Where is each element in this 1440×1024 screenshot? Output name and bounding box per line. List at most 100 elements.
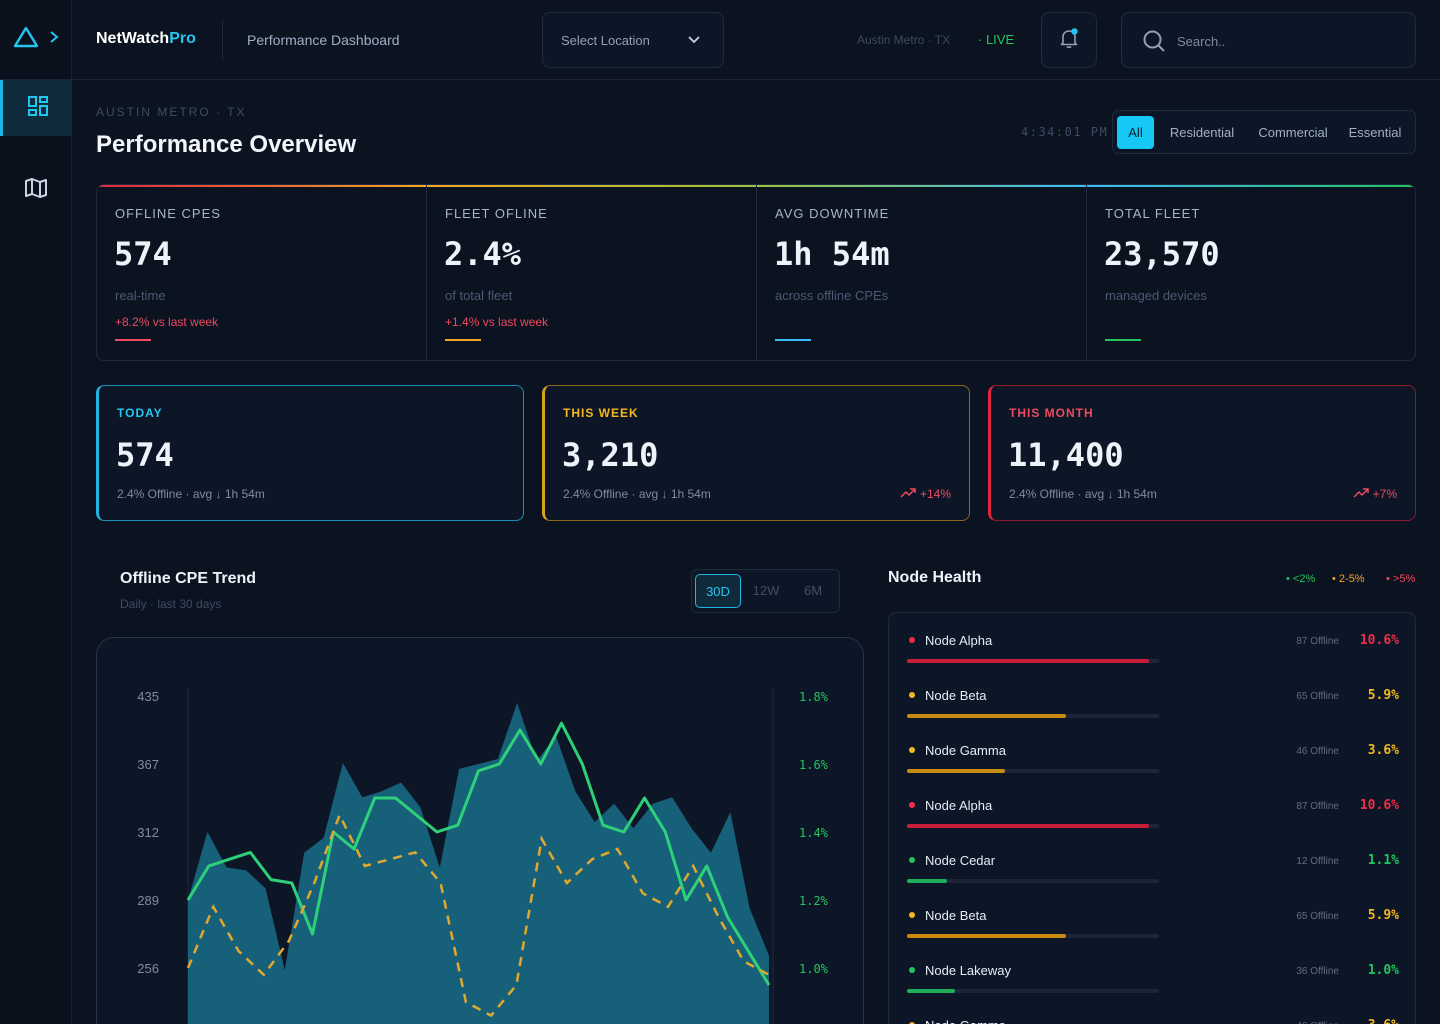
trend-chart-card: 435 367 312 289 256 1.8% 1.6% 1.4% 1.2% 1.0% — [96, 637, 864, 1024]
kpi-offline-cpes: OFFLINE CPES 574 real-time +8.2% vs last… — [97, 185, 427, 360]
status-dot — [909, 802, 915, 808]
trending-up-icon — [900, 487, 916, 501]
node-name: Node Beta — [925, 688, 987, 703]
y-left-tick: 289 — [137, 893, 159, 908]
status-dot — [909, 747, 915, 753]
search-input[interactable] — [1177, 31, 1397, 51]
period-card-today[interactable]: TODAY 574 2.4% Offline · avg ↓ 1h 54m — [96, 385, 524, 521]
period-label: THIS MONTH — [1009, 406, 1094, 420]
status-dot — [909, 912, 915, 918]
node-health-bar-fill — [907, 769, 1006, 773]
location-eyebrow: AUSTIN METRO · TX — [96, 105, 247, 119]
node-health-bar — [907, 824, 1159, 828]
clock: 4:34:01 PM — [1021, 125, 1109, 139]
expand-chevron-icon[interactable] — [49, 30, 59, 49]
offline-pct-line — [186, 721, 771, 986]
node-row[interactable]: Node Beta 65 Offline 5.9% — [889, 668, 1415, 723]
node-health-bar-fill — [907, 659, 1149, 663]
node-row[interactable]: Node Gamma 46 Offline 3.6% — [889, 998, 1415, 1024]
range-12w[interactable]: 12W — [752, 583, 780, 598]
map-icon — [24, 177, 48, 204]
period-value: 3,210 — [562, 436, 659, 474]
brand-name[interactable]: NetWatchPro — [96, 30, 196, 47]
bell-icon — [1058, 27, 1080, 54]
node-offline-pct: 5.9% — [1367, 688, 1399, 703]
node-row[interactable]: Node Beta 65 Offline 5.9% — [889, 888, 1415, 943]
kpi-fleet-offline: FLEET OFLINE 2.4% of total fleet +1.4% v… — [427, 185, 757, 360]
kpi-row: OFFLINE CPES 574 real-time +8.2% vs last… — [96, 184, 1416, 361]
search-box[interactable] — [1121, 12, 1416, 68]
node-health-bar — [907, 659, 1159, 663]
node-health-bar — [907, 879, 1159, 883]
y-left-tick: 435 — [137, 689, 159, 704]
kpi-value: 574 — [114, 235, 172, 273]
location-meta: Austin Metro · TX — [857, 33, 951, 47]
status-dot — [909, 692, 915, 698]
node-offline-pct: 1.0% — [1367, 963, 1399, 978]
period-sub: 2.4% Offline · avg ↓ 1h 54m — [563, 487, 711, 501]
node-row[interactable]: Node Alpha 87 Offline 10.6% — [889, 613, 1415, 668]
location-select-label: Select Location — [561, 33, 650, 48]
y-left-tick: 312 — [137, 825, 159, 840]
node-offline-count: 46 Offline — [1296, 746, 1339, 757]
node-health-bar-fill — [907, 714, 1066, 718]
period-card-week[interactable]: THIS WEEK 3,210 2.4% Offline · avg ↓ 1h … — [542, 385, 970, 521]
node-row[interactable]: Node Alpha 87 Offline 10.6% — [889, 778, 1415, 833]
nav-map[interactable] — [0, 162, 72, 218]
period-label: THIS WEEK — [563, 406, 639, 420]
y-right-tick: 1.2% — [799, 894, 829, 908]
node-name: Node Cedar — [925, 853, 996, 868]
node-name: Node Lakeway — [925, 963, 1011, 978]
node-offline-pct: 10.6% — [1359, 798, 1399, 813]
kpi-label: FLEET OFLINE — [445, 206, 548, 221]
kpi-accent-bar — [97, 185, 426, 187]
node-offline-count: 65 Offline — [1296, 911, 1339, 922]
node-offline-pct: 3.6% — [1368, 1018, 1399, 1024]
rail-logo-area — [0, 0, 71, 80]
node-offline-pct: 10.6% — [1359, 633, 1399, 648]
location-select[interactable]: Select Location — [542, 12, 724, 68]
kpi-value: 1h 54m — [774, 235, 890, 273]
range-6m[interactable]: 6M — [803, 583, 823, 598]
kpi-accent-bar — [1087, 185, 1415, 187]
chevron-down-icon — [687, 33, 701, 52]
kpi-underline — [115, 339, 151, 341]
legend-low: • <2% — [1286, 573, 1316, 585]
period-card-month[interactable]: THIS MONTH 11,400 2.4% Offline · avg ↓ 1… — [988, 385, 1416, 521]
trend-subtitle: Daily · last 30 days — [120, 597, 222, 611]
kpi-accent-bar — [757, 185, 1086, 187]
page-title: Performance Overview — [96, 131, 357, 158]
filter-essential[interactable]: Essential — [1348, 125, 1402, 140]
notifications-button[interactable] — [1041, 12, 1097, 68]
filter-all[interactable]: All — [1117, 116, 1154, 149]
node-health-list: Node Alpha 87 Offline 10.6% Node Beta 65 Off… — [888, 612, 1416, 1024]
filter-residential[interactable]: Residential — [1169, 125, 1235, 140]
node-row[interactable]: Node Lakeway 36 Offline 1.0% — [889, 943, 1415, 998]
node-offline-count: 87 Offline — [1296, 801, 1339, 812]
period-trend: +14% — [900, 487, 951, 501]
node-offline-count: 46 Offline — [1296, 1021, 1339, 1024]
kpi-accent-bar — [427, 185, 756, 187]
node-row[interactable]: Node Cedar 12 Offline 1.1% — [889, 833, 1415, 888]
comparison-dashed-line — [186, 811, 770, 1018]
search-icon — [1142, 29, 1166, 58]
filter-commercial[interactable]: Commercial — [1258, 125, 1328, 140]
kpi-value: 23,570 — [1104, 235, 1220, 273]
period-trend: +7% — [1353, 487, 1397, 501]
nav-dashboard[interactable] — [0, 80, 72, 136]
node-row[interactable]: Node Gamma 46 Offline 3.6% — [889, 723, 1415, 778]
kpi-sub: managed devices — [1105, 288, 1207, 303]
node-name: Node Beta — [925, 908, 987, 923]
y-right-tick: 1.6% — [799, 758, 829, 772]
period-sub: 2.4% Offline · avg ↓ 1h 54m — [117, 487, 265, 501]
kpi-label: AVG DOWNTIME — [775, 206, 890, 221]
y-left-tick: 367 — [137, 757, 159, 772]
period-sub: 2.4% Offline · avg ↓ 1h 54m — [1009, 487, 1157, 501]
period-trend-value: +7% — [1372, 487, 1397, 501]
live-indicator: · LIVE — [978, 32, 1015, 47]
status-dot — [909, 857, 915, 863]
triangle-logo-icon[interactable] — [13, 26, 39, 53]
range-30d[interactable]: 30D — [695, 574, 741, 608]
kpi-delta: +1.4% vs last week — [445, 315, 549, 329]
kpi-sub: of total fleet — [445, 288, 513, 303]
